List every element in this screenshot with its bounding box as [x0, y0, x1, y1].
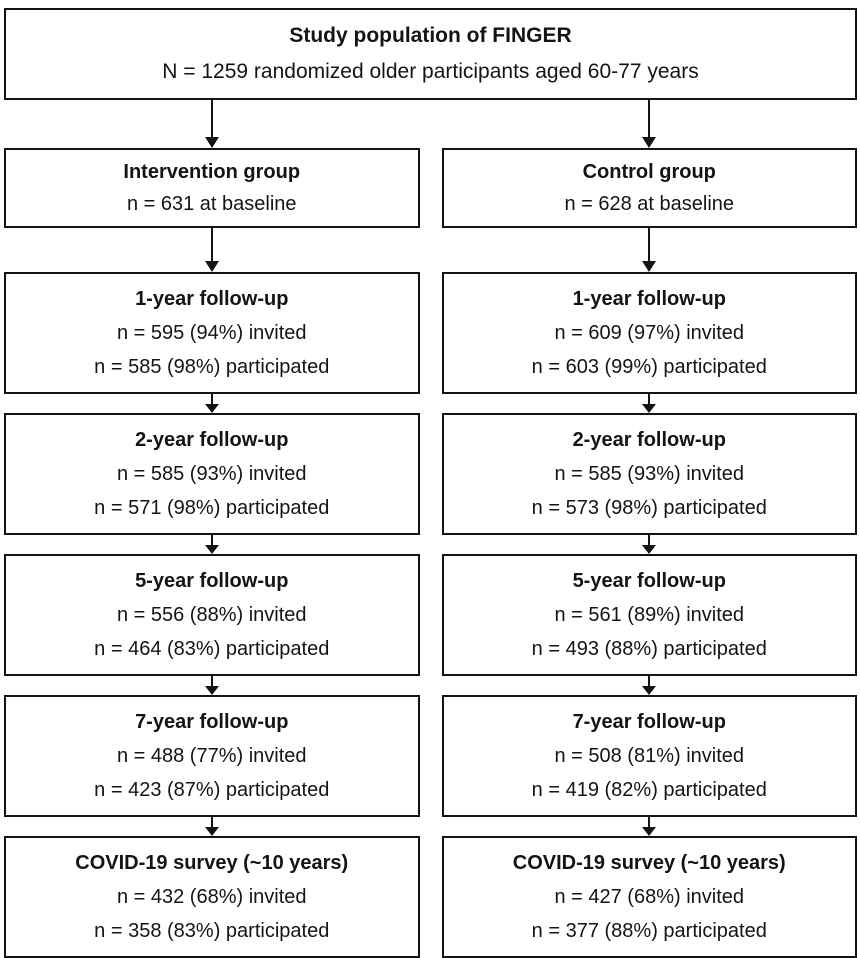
- stage-invited: n = 585 (93%) invited: [116, 463, 307, 485]
- arrow-head-icon: [204, 686, 219, 695]
- arrow-shaft: [210, 100, 213, 137]
- stage-participated: n = 464 (83%) participated: [94, 638, 330, 660]
- group-title: Intervention group: [123, 161, 301, 183]
- flow-arrow: [442, 535, 858, 554]
- intervention-column: Intervention group n = 631 at baseline 1…: [4, 148, 420, 958]
- arrow-head-icon: [204, 545, 219, 554]
- control-column: Control group n = 628 at baseline 1-year…: [441, 148, 858, 958]
- stage-title: 2-year follow-up: [135, 429, 289, 451]
- flow-arrow: [4, 100, 420, 148]
- control-group-box: Control group n = 628 at baseline: [441, 148, 857, 228]
- stage-title: 2-year follow-up: [572, 429, 726, 451]
- arrow-head-icon: [204, 261, 219, 272]
- stage-invited: n = 488 (77%) invited: [116, 745, 307, 767]
- stage-invited: n = 432 (68%) invited: [116, 886, 307, 908]
- flow-arrow: [442, 676, 858, 695]
- arrow-head-icon: [642, 137, 657, 148]
- arrow-head-icon: [204, 137, 219, 148]
- stage-title: 5-year follow-up: [135, 570, 289, 592]
- study-population-subtitle: N = 1259 randomized older participants a…: [162, 60, 699, 83]
- stage-title: 1-year follow-up: [135, 288, 289, 310]
- stage-participated: n = 419 (82%) participated: [531, 779, 767, 801]
- stage-participated: n = 493 (88%) participated: [531, 638, 767, 660]
- stage-invited: n = 556 (88%) invited: [116, 604, 307, 626]
- stage-box-1year: 1-year follow-up n = 609 (97%) invited n…: [441, 272, 857, 394]
- flow-arrow: [442, 817, 858, 836]
- stage-box-2year: 2-year follow-up n = 585 (93%) invited n…: [441, 413, 857, 535]
- stage-participated: n = 573 (98%) participated: [531, 497, 767, 519]
- stage-participated: n = 571 (98%) participated: [94, 497, 330, 519]
- flow-arrow: [4, 394, 420, 413]
- stage-participated: n = 603 (99%) participated: [531, 356, 767, 378]
- stage-participated: n = 585 (98%) participated: [94, 356, 330, 378]
- flow-arrow: [442, 394, 858, 413]
- arrow-shaft: [210, 228, 213, 261]
- arrow-head-icon: [642, 686, 657, 695]
- flow-arrow: [442, 100, 858, 148]
- stage-title: 5-year follow-up: [572, 570, 726, 592]
- arrow-shaft: [648, 676, 651, 686]
- group-baseline: n = 631 at baseline: [126, 193, 297, 215]
- group-title: Control group: [582, 161, 716, 183]
- flow-arrow: [4, 817, 420, 836]
- stage-invited: n = 609 (97%) invited: [554, 322, 745, 344]
- stage-invited: n = 508 (81%) invited: [554, 745, 745, 767]
- group-baseline: n = 628 at baseline: [564, 193, 735, 215]
- stage-title: COVID-19 survey (~10 years): [512, 852, 786, 874]
- stage-title: 7-year follow-up: [572, 711, 726, 733]
- arrow-shaft: [210, 817, 213, 827]
- stage-title: 1-year follow-up: [572, 288, 726, 310]
- arrow-head-icon: [204, 404, 219, 413]
- arrow-head-icon: [642, 545, 657, 554]
- columns-container: Intervention group n = 631 at baseline 1…: [0, 148, 860, 958]
- stage-participated: n = 358 (83%) participated: [94, 920, 330, 942]
- arrow-shaft: [648, 228, 651, 261]
- arrow-shaft: [648, 817, 651, 827]
- stage-box-covid: COVID-19 survey (~10 years) n = 432 (68%…: [4, 836, 420, 958]
- flow-arrow: [442, 228, 858, 272]
- flow-arrow: [4, 676, 420, 695]
- arrow-shaft: [648, 394, 651, 404]
- stage-box-7year: 7-year follow-up n = 508 (81%) invited n…: [441, 695, 857, 817]
- stage-invited: n = 595 (94%) invited: [116, 322, 307, 344]
- top-arrow-row: [0, 100, 860, 148]
- stage-box-covid: COVID-19 survey (~10 years) n = 427 (68%…: [441, 836, 857, 958]
- stage-box-5year: 5-year follow-up n = 561 (89%) invited n…: [441, 554, 857, 676]
- flow-arrow: [4, 228, 420, 272]
- stage-box-7year: 7-year follow-up n = 488 (77%) invited n…: [4, 695, 420, 817]
- stage-invited: n = 585 (93%) invited: [554, 463, 745, 485]
- intervention-group-box: Intervention group n = 631 at baseline: [4, 148, 420, 228]
- stage-box-5year: 5-year follow-up n = 556 (88%) invited n…: [4, 554, 420, 676]
- stage-participated: n = 377 (88%) participated: [531, 920, 767, 942]
- arrow-shaft: [648, 535, 651, 545]
- arrow-shaft: [648, 100, 651, 137]
- flow-arrow: [4, 535, 420, 554]
- arrow-shaft: [210, 535, 213, 545]
- arrow-shaft: [210, 676, 213, 686]
- stage-participated: n = 423 (87%) participated: [94, 779, 330, 801]
- arrow-head-icon: [642, 261, 657, 272]
- arrow-head-icon: [204, 827, 219, 836]
- stage-box-2year: 2-year follow-up n = 585 (93%) invited n…: [4, 413, 420, 535]
- stage-title: COVID-19 survey (~10 years): [75, 852, 349, 874]
- arrow-shaft: [210, 394, 213, 404]
- arrow-head-icon: [642, 404, 657, 413]
- arrow-head-icon: [642, 827, 657, 836]
- study-population-box: Study population of FINGER N = 1259 rand…: [4, 8, 857, 100]
- stage-box-1year: 1-year follow-up n = 595 (94%) invited n…: [4, 272, 420, 394]
- stage-invited: n = 561 (89%) invited: [554, 604, 745, 626]
- study-population-title: Study population of FINGER: [289, 24, 572, 47]
- stage-invited: n = 427 (68%) invited: [554, 886, 745, 908]
- stage-title: 7-year follow-up: [135, 711, 289, 733]
